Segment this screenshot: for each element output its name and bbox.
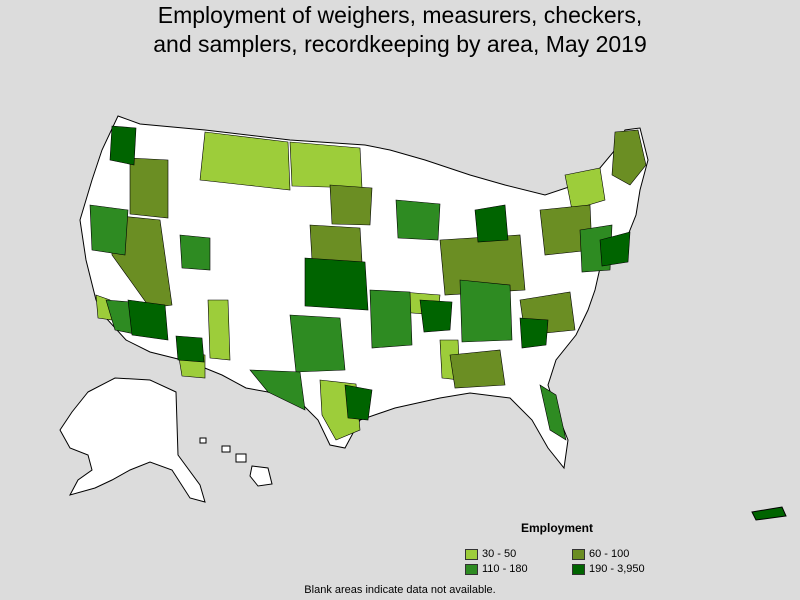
- hawaii-shape: [199, 437, 273, 487]
- puerto-rico-shape: [751, 506, 787, 521]
- map-title-line-1: Employment of weighers, measurers, check…: [157, 2, 643, 28]
- legend-label: 110 - 180: [482, 563, 528, 575]
- alaska-shape: [59, 377, 206, 503]
- areas-190-3950: [109, 125, 631, 421]
- legend-item-190-3950: 190 - 3,950: [572, 563, 645, 575]
- legend-swatch: [465, 548, 478, 560]
- legend-item-30-50: 30 - 50: [465, 548, 516, 560]
- legend-swatch: [572, 563, 585, 575]
- legend-item-110-180: 110 - 180: [465, 563, 528, 575]
- footnote: Blank areas indicate data not available.: [304, 584, 496, 596]
- legend-item-60-100: 60 - 100: [572, 548, 629, 560]
- map-title-line-2: and samplers, recordkeeping by area, May…: [153, 31, 647, 57]
- legend-title: Employment: [521, 521, 594, 535]
- legend-swatch: [572, 548, 585, 560]
- legend-swatch: [465, 563, 478, 575]
- legend-label: 190 - 3,950: [589, 563, 645, 575]
- map-title: Employment of weighers, measurers, check…: [0, 0, 800, 59]
- legend-label: 30 - 50: [482, 548, 517, 560]
- legend-label: 60 - 100: [589, 548, 630, 560]
